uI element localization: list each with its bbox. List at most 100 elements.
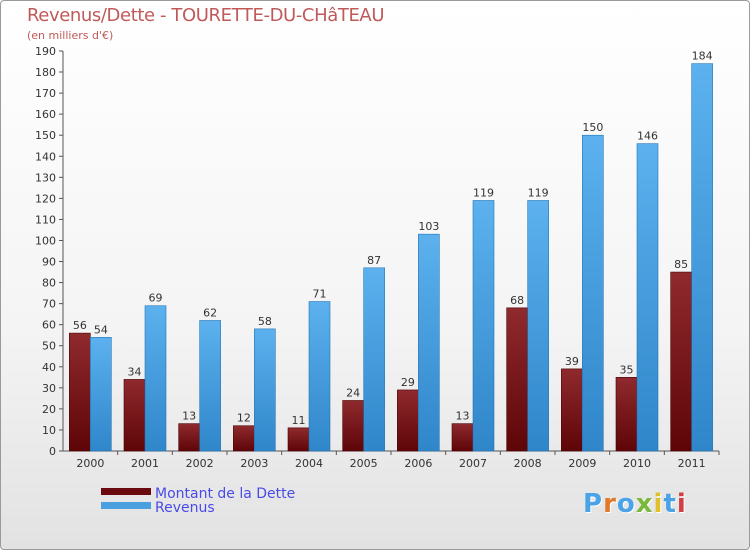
bar-debt xyxy=(615,377,638,452)
x-tick-label: 2011 xyxy=(678,457,706,470)
y-tick-label: 160 xyxy=(35,108,56,121)
bar-debt xyxy=(342,400,364,452)
data-label-debt: 13 xyxy=(182,410,196,423)
legend-swatch-debt xyxy=(101,487,151,495)
data-label-debt: 13 xyxy=(456,410,470,423)
y-tick-label: 140 xyxy=(35,150,56,163)
x-tick-label: 2010 xyxy=(623,457,651,470)
y-tick-label: 170 xyxy=(35,87,56,100)
y-tick-label: 0 xyxy=(49,445,56,458)
x-tick-label: 2002 xyxy=(186,457,214,470)
logo-letter: x xyxy=(635,489,654,519)
x-tick-label: 2007 xyxy=(459,457,487,470)
bar-revenus xyxy=(144,305,167,452)
bar-debt xyxy=(287,427,310,452)
y-tick-label: 30 xyxy=(42,382,56,395)
x-tick-label: 2004 xyxy=(295,457,323,470)
bar-revenus xyxy=(308,301,331,452)
y-tick-label: 150 xyxy=(35,129,56,142)
data-label-debt: 68 xyxy=(510,294,524,307)
y-tick-label: 50 xyxy=(42,340,56,353)
y-tick-label: 10 xyxy=(42,424,56,437)
bar-revenus xyxy=(527,200,549,452)
x-tick-label: 2006 xyxy=(404,457,432,470)
data-label-revenus: 119 xyxy=(473,186,494,199)
bar-debt xyxy=(506,307,528,452)
y-tick-label: 120 xyxy=(35,192,56,205)
bar-debt xyxy=(397,389,419,452)
bar-debt xyxy=(178,423,200,452)
data-label-debt: 29 xyxy=(401,376,415,389)
data-label-revenus: 69 xyxy=(149,292,163,305)
data-label-revenus: 119 xyxy=(528,186,549,199)
data-label-debt: 85 xyxy=(674,258,688,271)
logo-letter: P xyxy=(583,489,604,519)
data-label-revenus: 54 xyxy=(94,323,108,336)
y-tick-label: 110 xyxy=(35,213,56,226)
data-label-revenus: 58 xyxy=(258,315,272,328)
data-label-revenus: 71 xyxy=(313,288,327,301)
bar-revenus xyxy=(472,200,495,452)
bar-revenus xyxy=(199,320,221,452)
x-tick-label: 2001 xyxy=(131,457,159,470)
legend-label-debt: Montant de la Dette xyxy=(155,486,296,502)
data-label-revenus: 62 xyxy=(203,306,217,319)
y-tick-label: 60 xyxy=(42,319,56,332)
y-tick-label: 40 xyxy=(42,361,56,374)
bar-revenus xyxy=(418,233,440,452)
bar-debt xyxy=(561,368,583,452)
bar-revenus xyxy=(582,134,604,452)
y-tick-label: 20 xyxy=(42,403,56,416)
bar-revenus xyxy=(90,337,112,452)
logo-letter: o xyxy=(616,489,636,519)
data-label-debt: 56 xyxy=(73,319,87,332)
axes: 0 10 20 30 40 50 60 70 80 90 100 110 120 130 140 150 160… xyxy=(35,45,720,470)
legend-item-revenus: Revenus xyxy=(101,500,215,516)
x-tick-label: 2000 xyxy=(76,457,104,470)
data-label-debt: 39 xyxy=(565,355,579,368)
bar-revenus xyxy=(363,267,385,452)
data-label-revenus: 184 xyxy=(692,50,713,63)
data-label-revenus: 87 xyxy=(367,254,381,267)
x-tick-label: 2008 xyxy=(514,457,542,470)
data-label-debt: 35 xyxy=(620,363,634,376)
data-label-debt: 11 xyxy=(292,414,306,427)
y-tick-label: 90 xyxy=(42,256,56,269)
logo-letter: i xyxy=(653,489,664,519)
logo-letter: r xyxy=(603,489,617,519)
bar-revenus xyxy=(636,143,659,452)
bar-debt xyxy=(670,271,692,452)
data-label-revenus: 103 xyxy=(418,220,439,233)
y-tick-label: 100 xyxy=(35,234,56,247)
bar-revenus xyxy=(254,328,276,452)
y-tick-label: 80 xyxy=(42,277,56,290)
bar-debt xyxy=(123,379,146,452)
data-label-debt: 12 xyxy=(237,412,251,425)
bar-debt xyxy=(233,425,255,452)
data-label-debt: 34 xyxy=(128,365,142,378)
bar-debt xyxy=(451,423,474,452)
y-tick-label: 70 xyxy=(42,298,56,311)
legend-item-debt: Montant de la Dette xyxy=(101,486,295,502)
data-label-revenus: 146 xyxy=(637,130,658,143)
data-label-debt: 24 xyxy=(346,386,360,399)
logo-letter: i xyxy=(676,489,687,519)
bars xyxy=(69,63,713,452)
data-labels: 56 54 34 69 13 62 12 58 11 71 24 87 29 103 13 119 68 119 3… xyxy=(73,50,713,427)
proxiti-logo: Proxiti xyxy=(583,489,687,519)
chart-title: Revenus/Dette - TOURETTE-DU-CHâTEAU xyxy=(27,5,385,26)
y-tick-label: 130 xyxy=(35,171,56,184)
legend-label-revenus: Revenus xyxy=(155,500,215,516)
x-tick-label: 2009 xyxy=(568,457,596,470)
x-tick-label: 2003 xyxy=(240,457,268,470)
logo-letter: t xyxy=(663,489,677,519)
chart-subtitle: (en milliers d'€) xyxy=(27,29,114,42)
legend-swatch-revenus xyxy=(101,501,151,509)
bar-debt xyxy=(69,332,91,452)
x-tick-label: 2005 xyxy=(350,457,378,470)
y-tick-label: 190 xyxy=(35,45,56,58)
data-label-revenus: 150 xyxy=(582,121,603,134)
y-tick-label: 180 xyxy=(35,66,56,79)
